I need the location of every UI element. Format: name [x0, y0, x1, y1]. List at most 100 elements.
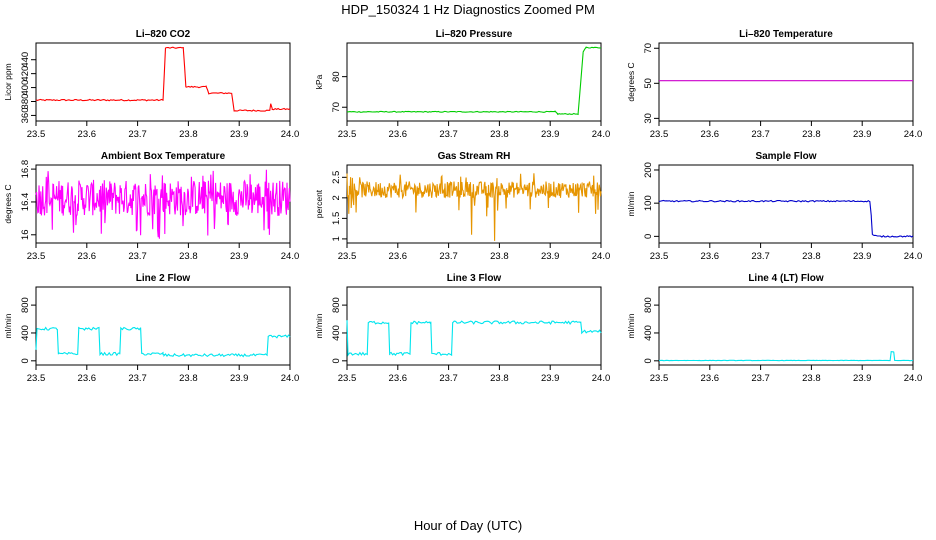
y-axis-label: ml/min: [314, 313, 324, 338]
series-line: [35, 169, 291, 239]
x-tick-label: 23.7: [439, 373, 458, 384]
y-axis-label: ml/min: [626, 191, 636, 216]
x-tick-label: 24.0: [592, 251, 611, 262]
panel-title: Ambient Box Temperature: [101, 151, 226, 162]
plot-frame: [658, 286, 914, 366]
y-tick-label: 800: [331, 297, 342, 313]
panel-title: Gas Stream RH: [438, 151, 511, 162]
panel-title: Line 2 Flow: [136, 273, 191, 284]
x-tick-label: 23.5: [650, 373, 669, 384]
panel-6: Sample Flow ml/min 23.5 23.6 23.7 23.8 23.9 24.…: [626, 151, 922, 262]
x-tick-label: 23.9: [541, 129, 560, 140]
series-line: [346, 45, 602, 116]
x-tick-label: 23.9: [853, 129, 872, 140]
page-title: HDP_150324 1 Hz Diagnostics Zoomed PM: [341, 2, 595, 17]
x-tick-label: 23.5: [338, 129, 357, 140]
x-tick-label: 23.5: [650, 251, 669, 262]
y-tick-label: 1.5: [331, 212, 342, 225]
x-tick-label: 23.6: [701, 373, 720, 384]
series-line: [659, 350, 914, 362]
panel-title: Li–820 CO2: [136, 29, 191, 40]
y-tick-label: 2: [331, 195, 342, 200]
y-axis-label: ml/min: [626, 313, 636, 338]
y-axis-label: degrees C: [3, 184, 13, 223]
y-axis-label: degrees C: [626, 62, 636, 101]
x-tick-label: 24.0: [281, 373, 300, 384]
x-tick-label: 24.0: [904, 373, 923, 384]
x-tick-label: 23.8: [490, 251, 509, 262]
x-tick-label: 24.0: [904, 251, 923, 262]
x-tick-label: 23.6: [389, 373, 408, 384]
x-tick-label: 24.0: [904, 129, 923, 140]
x-tick-label: 23.7: [128, 373, 147, 384]
y-tick-label: 70: [331, 102, 342, 113]
x-tick-label: 23.5: [27, 251, 46, 262]
y-tick-label: 400: [643, 325, 654, 341]
x-tick-label: 23.6: [78, 373, 97, 384]
x-tick-label: 23.9: [230, 129, 249, 140]
y-tick-label: 800: [643, 297, 654, 313]
x-tick-label: 23.9: [853, 251, 872, 262]
panel-8: Line 3 Flow ml/min 23.5 23.6 23.7 23.8 23.9 24.…: [314, 273, 610, 384]
x-tick-label: 24.0: [281, 129, 300, 140]
x-tick-label: 23.6: [389, 251, 408, 262]
x-tick-label: 23.7: [128, 129, 147, 140]
y-tick-label: 420: [20, 66, 31, 82]
y-tick-label: 70: [643, 43, 654, 54]
y-axis-label: ml/min: [3, 313, 13, 338]
x-tick-label: 24.0: [592, 129, 611, 140]
y-tick-label: 16.8: [20, 160, 31, 179]
y-tick-label: 1: [331, 236, 342, 241]
x-tick-label: 23.6: [389, 129, 408, 140]
y-tick-label: 0: [20, 358, 31, 363]
series-line: [346, 173, 602, 241]
y-tick-label: 400: [20, 325, 31, 341]
plot-frame: [35, 286, 291, 366]
panel-title: Li–820 Temperature: [739, 29, 833, 40]
series-line: [35, 46, 291, 112]
y-tick-label: 30: [643, 113, 654, 124]
y-axis-label: kPa: [314, 74, 324, 89]
y-tick-label: 400: [331, 325, 342, 341]
plot-frame: [35, 164, 291, 244]
x-tick-label: 23.8: [802, 373, 821, 384]
series-line: [35, 326, 291, 358]
y-tick-label: 0: [643, 358, 654, 363]
plot-frame: [346, 42, 602, 122]
panel-5: Gas Stream RH percent 23.5 23.6 23.7 23.8 23.9…: [314, 151, 610, 262]
panel-title: Line 3 Flow: [447, 273, 502, 284]
series-line: [658, 199, 914, 238]
panel-3: Li–820 Temperature degrees C 23.5 23.6 23.7 2…: [626, 29, 922, 140]
x-axis-title: Hour of Day (UTC): [413, 518, 523, 533]
y-tick-label: 360: [20, 107, 31, 123]
x-tick-label: 23.5: [338, 251, 357, 262]
x-tick-label: 23.9: [230, 373, 249, 384]
x-tick-label: 23.6: [78, 129, 97, 140]
x-tick-label: 23.8: [179, 373, 198, 384]
x-tick-label: 23.7: [439, 251, 458, 262]
x-tick-label: 23.6: [701, 129, 720, 140]
plot-frame: [346, 286, 602, 366]
panel-title: Line 4 (LT) Flow: [748, 273, 824, 284]
panel-title: Li–820 Pressure: [436, 29, 513, 40]
x-tick-label: 23.9: [541, 373, 560, 384]
x-tick-label: 23.5: [27, 129, 46, 140]
x-tick-label: 23.6: [701, 251, 720, 262]
x-tick-label: 24.0: [592, 373, 611, 384]
y-tick-label: 200: [643, 162, 654, 178]
y-tick-label: 380: [20, 94, 31, 110]
x-tick-label: 23.9: [230, 251, 249, 262]
x-tick-label: 23.9: [541, 251, 560, 262]
x-tick-label: 24.0: [281, 251, 300, 262]
y-axis-label: Licor ppm: [3, 63, 13, 100]
y-tick-label: 100: [643, 195, 654, 211]
panel-9: Line 4 (LT) Flow ml/min 23.5 23.6 23.7 23.8 23…: [626, 273, 922, 384]
panel-4: Ambient Box Temperature degrees C 23.5 23.6…: [3, 151, 299, 262]
x-tick-label: 23.8: [802, 251, 821, 262]
panel-2: Li–820 Pressure kPa 23.5 23.6 23.7 23.8 23.9 24…: [314, 29, 610, 140]
x-tick-label: 23.8: [802, 129, 821, 140]
x-tick-label: 23.9: [853, 373, 872, 384]
plot-frame: [658, 42, 914, 122]
y-tick-label: 800: [20, 297, 31, 313]
